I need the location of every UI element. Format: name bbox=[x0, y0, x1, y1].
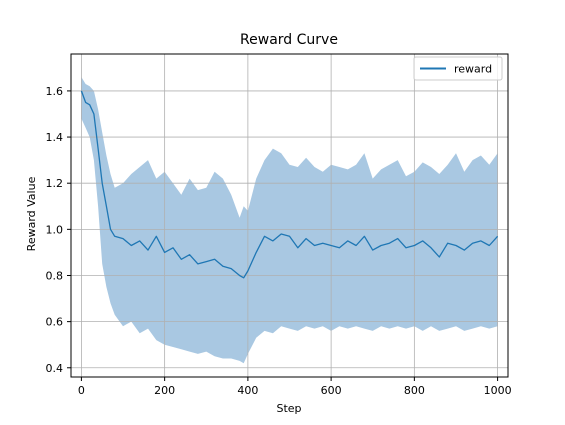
x-tick-label: 200 bbox=[154, 384, 175, 397]
y-tick-label: 1.4 bbox=[46, 131, 64, 144]
y-tick-label: 0.4 bbox=[46, 362, 64, 375]
band-layer bbox=[81, 77, 498, 364]
y-tick-label: 0.6 bbox=[46, 316, 64, 329]
plot-frame bbox=[70, 53, 509, 378]
x-tick-label: 400 bbox=[237, 384, 258, 397]
y-axis-label: Reward Value bbox=[25, 176, 38, 251]
reward-band bbox=[81, 77, 498, 364]
axes-layer bbox=[70, 53, 509, 378]
x-axis-label: Step bbox=[276, 402, 301, 415]
y-tick-label: 0.8 bbox=[46, 269, 64, 282]
chart-title: Reward Curve bbox=[240, 32, 338, 48]
legend-box bbox=[413, 56, 503, 81]
x-tick-label: 1000 bbox=[484, 384, 512, 397]
x-tick-label: 600 bbox=[321, 384, 342, 397]
y-tick-label: 1.6 bbox=[46, 85, 64, 98]
legend-label-reward: reward bbox=[454, 63, 492, 76]
y-tick-label: 1.0 bbox=[46, 223, 64, 236]
line-layer bbox=[80, 90, 499, 279]
x-tick-label: 0 bbox=[78, 384, 85, 397]
legend: reward bbox=[413, 56, 503, 81]
y-tick-label: 1.2 bbox=[46, 177, 64, 190]
tick-layer: 0 200 400 600 800 1000 0.4 0.6 0.8 1.0 1.2 1.4 1.6 bbox=[46, 85, 512, 397]
x-tick-label: 800 bbox=[404, 384, 425, 397]
grid-layer bbox=[71, 54, 508, 377]
reward-line bbox=[80, 90, 499, 279]
